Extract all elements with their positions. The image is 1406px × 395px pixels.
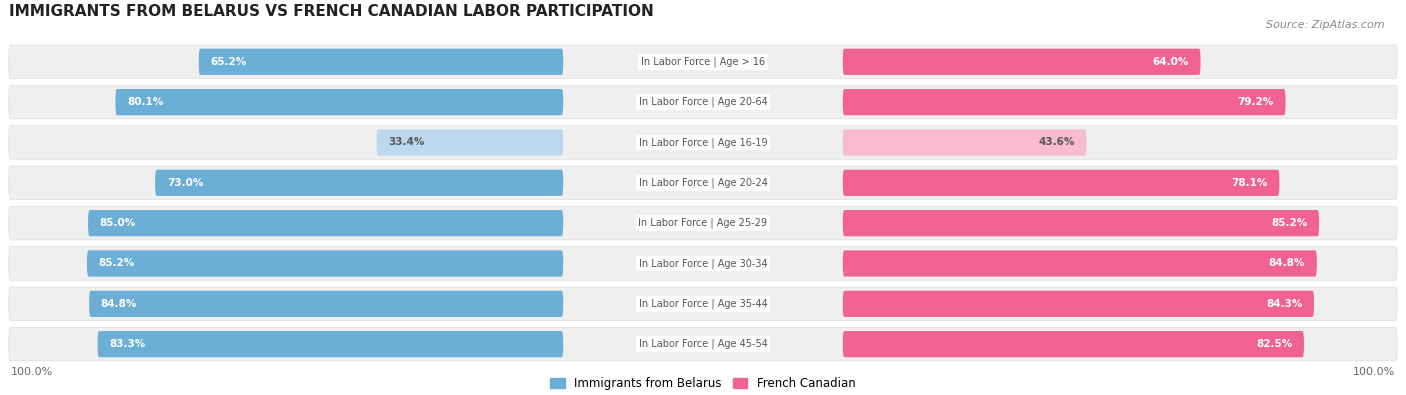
Text: 100.0%: 100.0% bbox=[1353, 367, 1395, 377]
Text: 85.2%: 85.2% bbox=[98, 258, 135, 269]
Text: IMMIGRANTS FROM BELARUS VS FRENCH CANADIAN LABOR PARTICIPATION: IMMIGRANTS FROM BELARUS VS FRENCH CANADI… bbox=[8, 4, 654, 19]
Text: 85.2%: 85.2% bbox=[1271, 218, 1308, 228]
Text: 33.4%: 33.4% bbox=[388, 137, 425, 147]
FancyBboxPatch shape bbox=[8, 45, 1398, 79]
FancyBboxPatch shape bbox=[87, 250, 564, 276]
Text: 78.1%: 78.1% bbox=[1232, 178, 1268, 188]
FancyBboxPatch shape bbox=[115, 89, 564, 115]
Text: 73.0%: 73.0% bbox=[167, 178, 202, 188]
FancyBboxPatch shape bbox=[8, 166, 1398, 199]
Text: 64.0%: 64.0% bbox=[1153, 57, 1189, 67]
Text: 65.2%: 65.2% bbox=[211, 57, 246, 67]
FancyBboxPatch shape bbox=[198, 49, 564, 75]
FancyBboxPatch shape bbox=[89, 291, 564, 317]
Text: In Labor Force | Age > 16: In Labor Force | Age > 16 bbox=[641, 56, 765, 67]
FancyBboxPatch shape bbox=[89, 210, 564, 236]
FancyBboxPatch shape bbox=[842, 170, 1279, 196]
Text: 84.8%: 84.8% bbox=[1268, 258, 1305, 269]
FancyBboxPatch shape bbox=[8, 207, 1398, 240]
FancyBboxPatch shape bbox=[8, 126, 1398, 159]
Text: Source: ZipAtlas.com: Source: ZipAtlas.com bbox=[1267, 20, 1385, 30]
Text: In Labor Force | Age 30-34: In Labor Force | Age 30-34 bbox=[638, 258, 768, 269]
Text: In Labor Force | Age 20-24: In Labor Force | Age 20-24 bbox=[638, 178, 768, 188]
Text: In Labor Force | Age 16-19: In Labor Force | Age 16-19 bbox=[638, 137, 768, 148]
FancyBboxPatch shape bbox=[842, 210, 1319, 236]
Text: 82.5%: 82.5% bbox=[1256, 339, 1292, 349]
Legend: Immigrants from Belarus, French Canadian: Immigrants from Belarus, French Canadian bbox=[546, 372, 860, 395]
Text: In Labor Force | Age 25-29: In Labor Force | Age 25-29 bbox=[638, 218, 768, 228]
FancyBboxPatch shape bbox=[8, 327, 1398, 361]
FancyBboxPatch shape bbox=[842, 331, 1303, 357]
Text: 43.6%: 43.6% bbox=[1039, 137, 1074, 147]
FancyBboxPatch shape bbox=[842, 130, 1087, 156]
Text: 84.3%: 84.3% bbox=[1265, 299, 1302, 309]
FancyBboxPatch shape bbox=[842, 89, 1285, 115]
Text: 85.0%: 85.0% bbox=[100, 218, 136, 228]
Text: 79.2%: 79.2% bbox=[1237, 97, 1274, 107]
Text: In Labor Force | Age 20-64: In Labor Force | Age 20-64 bbox=[638, 97, 768, 107]
FancyBboxPatch shape bbox=[8, 247, 1398, 280]
FancyBboxPatch shape bbox=[8, 287, 1398, 321]
FancyBboxPatch shape bbox=[842, 250, 1317, 276]
Text: 84.8%: 84.8% bbox=[101, 299, 138, 309]
Text: In Labor Force | Age 45-54: In Labor Force | Age 45-54 bbox=[638, 339, 768, 350]
FancyBboxPatch shape bbox=[842, 291, 1315, 317]
FancyBboxPatch shape bbox=[377, 130, 564, 156]
Text: 83.3%: 83.3% bbox=[110, 339, 145, 349]
Text: In Labor Force | Age 35-44: In Labor Force | Age 35-44 bbox=[638, 299, 768, 309]
Text: 80.1%: 80.1% bbox=[127, 97, 163, 107]
FancyBboxPatch shape bbox=[155, 170, 564, 196]
Text: 100.0%: 100.0% bbox=[11, 367, 53, 377]
FancyBboxPatch shape bbox=[842, 49, 1201, 75]
FancyBboxPatch shape bbox=[97, 331, 564, 357]
FancyBboxPatch shape bbox=[8, 85, 1398, 119]
